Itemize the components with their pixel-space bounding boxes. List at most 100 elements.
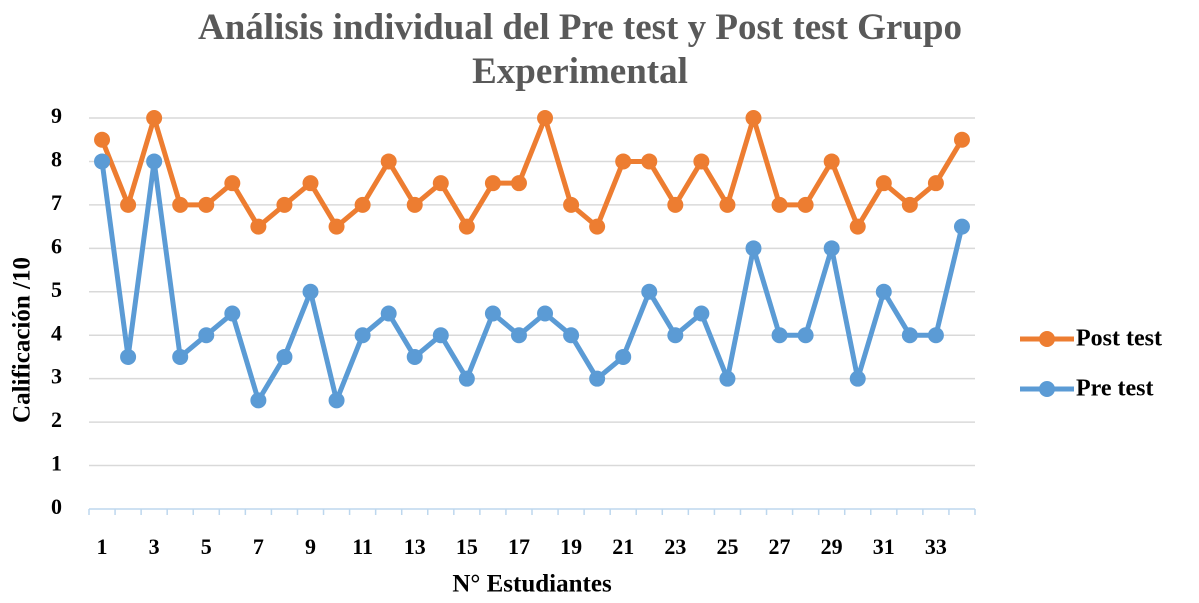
data-point	[693, 305, 710, 322]
data-point	[953, 131, 970, 148]
data-point	[797, 196, 814, 213]
y-tick-label: 4	[51, 320, 62, 345]
data-point	[537, 110, 554, 126]
data-point	[328, 392, 345, 409]
legend-marker	[1039, 331, 1055, 347]
legend-label: Post test	[1076, 326, 1162, 352]
data-point	[432, 175, 449, 192]
data-point	[302, 283, 319, 300]
data-point	[120, 196, 137, 213]
x-tick-label: 1	[97, 534, 108, 559]
data-point	[589, 218, 606, 235]
x-tick-label: 19	[560, 534, 582, 559]
chart-title: Análisis individual del Pre test y Post …	[197, 7, 963, 92]
data-point	[719, 370, 736, 387]
data-point	[667, 196, 684, 213]
series-line	[99, 115, 965, 230]
data-point	[484, 305, 501, 322]
data-point	[537, 305, 554, 322]
data-point	[797, 327, 814, 344]
data-point	[380, 305, 397, 322]
data-point	[406, 348, 423, 365]
data-point	[641, 283, 658, 300]
data-point	[224, 175, 241, 192]
data-point	[875, 283, 892, 300]
data-point	[745, 110, 762, 126]
data-point	[302, 175, 319, 192]
x-tick-label: 29	[821, 534, 843, 559]
y-tick-label: 5	[51, 277, 62, 302]
y-tick-label: 1	[51, 451, 62, 476]
x-tick-label: 5	[201, 534, 212, 559]
data-point	[927, 175, 944, 192]
data-point	[354, 327, 371, 344]
data-point	[380, 153, 397, 170]
x-tick-label: 15	[456, 534, 478, 559]
data-point	[823, 153, 840, 170]
y-tick-label: 3	[51, 364, 62, 389]
x-tick-label: 27	[769, 534, 791, 559]
y-tick-label: 8	[51, 146, 62, 171]
data-point	[719, 196, 736, 213]
x-tick-label: 7	[253, 534, 264, 559]
x-tick-label: 3	[149, 534, 160, 559]
data-point	[901, 327, 918, 344]
x-tick-label: 11	[352, 534, 373, 559]
data-point	[693, 153, 710, 170]
data-point	[849, 218, 866, 235]
data-point	[771, 196, 788, 213]
data-point	[276, 348, 293, 365]
data-point	[458, 218, 475, 235]
y-axis-title: Calificación /10	[9, 257, 36, 423]
data-point	[510, 327, 527, 344]
data-point	[875, 175, 892, 192]
data-point	[172, 196, 189, 213]
data-point	[589, 370, 606, 387]
data-point	[484, 175, 501, 192]
data-point	[328, 218, 345, 235]
data-point	[615, 348, 632, 365]
data-point	[510, 175, 527, 192]
data-point	[432, 327, 449, 344]
legend-marker	[1039, 381, 1055, 397]
x-tick-label: 9	[305, 534, 316, 559]
data-point	[250, 392, 267, 409]
y-tick-label: 9	[51, 103, 62, 128]
series-line	[99, 158, 965, 403]
data-point	[172, 348, 189, 365]
data-point	[354, 196, 371, 213]
data-point	[771, 327, 788, 344]
data-point	[406, 196, 423, 213]
x-tick-label: 23	[664, 534, 686, 559]
data-point	[198, 196, 215, 213]
data-point	[146, 153, 163, 170]
data-point	[563, 327, 580, 344]
data-point	[563, 196, 580, 213]
data-point	[953, 218, 970, 235]
data-point	[250, 218, 267, 235]
data-point	[745, 240, 762, 257]
y-tick-label: 2	[51, 407, 62, 432]
data-point	[94, 153, 111, 170]
data-point	[927, 327, 944, 344]
data-point	[198, 327, 215, 344]
x-tick-label: 13	[404, 534, 426, 559]
x-tick-label: 25	[716, 534, 738, 559]
data-point	[823, 240, 840, 257]
data-point	[94, 131, 111, 148]
data-point	[849, 370, 866, 387]
x-tick-label: 33	[925, 534, 947, 559]
data-point	[615, 153, 632, 170]
data-point	[458, 370, 475, 387]
data-point	[276, 196, 293, 213]
x-tick-label: 31	[873, 534, 895, 559]
data-point	[667, 327, 684, 344]
y-tick-label: 0	[51, 494, 62, 519]
data-point	[146, 110, 163, 126]
data-point	[120, 348, 137, 365]
data-point	[224, 305, 241, 322]
x-tick-label: 21	[612, 534, 634, 559]
x-axis-title: N° Estudiantes	[452, 571, 612, 598]
